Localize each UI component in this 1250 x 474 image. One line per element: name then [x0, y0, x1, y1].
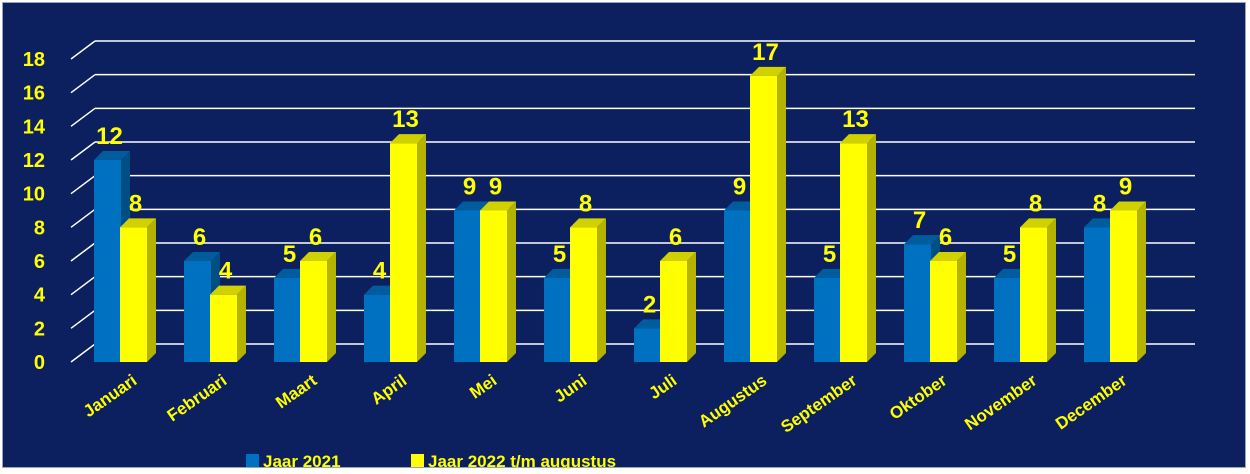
data-label-2-oktober: 6 [939, 224, 952, 251]
data-label-1-juli: 2 [643, 291, 656, 318]
y-tick-label: 6 [34, 251, 45, 273]
legend-label-2: Jaar 2022 t/m augustus [428, 452, 616, 469]
y-tick-label: 0 [34, 352, 45, 374]
legend: Jaar 2021 Jaar 2022 t/m augustus [246, 452, 616, 471]
gridline-depth-4 [70, 208, 96, 228]
bar-2-augustus [750, 66, 786, 363]
gridline-depth-8 [70, 74, 96, 94]
y-tick-label: 12 [23, 150, 45, 172]
data-label-1-oktober: 7 [913, 207, 926, 234]
legend-swatch-2 [411, 454, 424, 467]
y-tick-label: 4 [34, 285, 46, 307]
x-tick-label-mei: Mei [466, 371, 500, 403]
data-label-1-november: 5 [1003, 241, 1016, 268]
data-label-2-januari: 8 [129, 190, 142, 217]
data-label-1-september: 5 [823, 241, 836, 268]
data-label-2-augustus: 17 [752, 39, 779, 66]
y-tick-label: 14 [23, 116, 46, 138]
gridline-depth-7 [70, 107, 96, 127]
data-label-1-februari: 6 [193, 224, 206, 251]
bars [94, 66, 1146, 363]
data-label-1-januari: 12 [96, 123, 123, 150]
data-label-1-maart: 5 [283, 241, 296, 268]
y-tick-label: 10 [23, 184, 45, 206]
legend-label-1: Jaar 2021 [263, 452, 341, 469]
gridline-depth-2 [70, 276, 96, 296]
y-tick-label: 2 [34, 318, 45, 340]
gridline-depth-1 [70, 309, 96, 329]
x-tick-label-februari: Februari [164, 371, 231, 426]
x-tick-label-juli: Juli [645, 371, 680, 403]
data-label-2-november: 8 [1029, 190, 1042, 217]
x-tick-label-april: April [368, 371, 411, 409]
bar-2-januari [120, 218, 156, 362]
x-tick-label-augustus: Augustus [695, 371, 770, 432]
data-label-1-april: 4 [373, 258, 387, 285]
bar-2-juni [570, 218, 606, 362]
bar-2-juli [660, 252, 696, 362]
bar-2-maart [300, 252, 336, 362]
x-tick-label-oktober: Oktober [886, 370, 951, 423]
x-axis-labels: Januari Februari Maart April Mei Juni Juli Augu… [80, 370, 1131, 436]
bar-2-mei [480, 201, 516, 362]
data-label-2-juli: 6 [669, 224, 682, 251]
y-tick-label: 18 [23, 49, 45, 71]
data-label-2-april: 13 [392, 106, 419, 133]
x-tick-label-september: September [777, 370, 860, 436]
gridline-depth-9 [70, 40, 96, 60]
y-tick-label: 8 [34, 217, 45, 239]
gridline-depth-5 [70, 175, 96, 195]
data-label-1-juni: 5 [553, 241, 566, 268]
bar-2-december [1110, 201, 1146, 362]
gridline-depth-6 [70, 141, 96, 161]
x-tick-label-december: December [1052, 370, 1131, 433]
data-label-2-maart: 6 [309, 224, 322, 251]
x-tick-label-juni: Juni [551, 371, 591, 407]
bar-2-oktober [930, 252, 966, 362]
data-label-1-augustus: 9 [733, 174, 746, 201]
x-tick-label-maart: Maart [272, 371, 320, 413]
data-label-2-juni: 8 [579, 190, 592, 217]
data-label-2-februari: 4 [219, 258, 233, 285]
data-label-2-december: 9 [1119, 174, 1132, 201]
x-tick-label-november: November [961, 370, 1040, 433]
data-label-2-september: 13 [842, 106, 869, 133]
bar-2-november [1020, 218, 1056, 362]
data-label-2-mei: 9 [489, 174, 502, 201]
data-label-1-december: 8 [1093, 190, 1106, 217]
gridline-depth-0 [70, 343, 96, 363]
bar-2-september [840, 134, 876, 362]
data-label-1-mei: 9 [463, 174, 476, 201]
bar-2-februari [210, 285, 246, 362]
y-tick-label: 16 [23, 83, 45, 105]
y-axis-ticks: 0 2 4 6 8 10 12 14 16 18 [23, 49, 46, 374]
legend-swatch-1 [246, 454, 259, 467]
bar-2-april [390, 134, 426, 362]
gridline-depth-3 [70, 242, 96, 262]
x-tick-label-januari: Januari [80, 371, 140, 421]
